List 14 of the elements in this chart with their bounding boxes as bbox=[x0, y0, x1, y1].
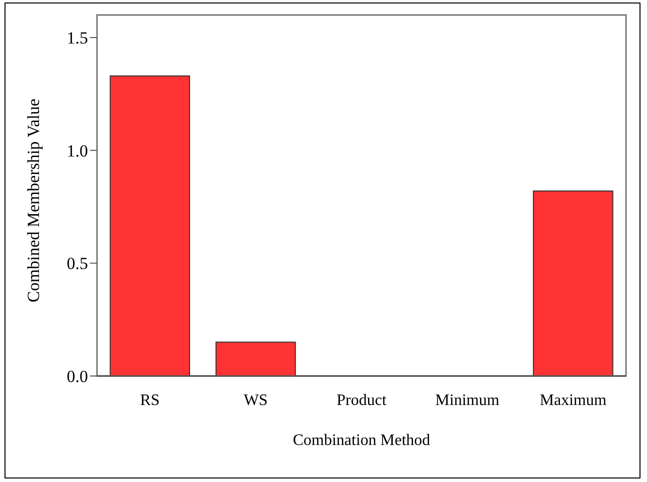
x-axis-title: Combination Method bbox=[292, 432, 430, 449]
y-tick-label: 0.5 bbox=[66, 254, 88, 274]
bar bbox=[532, 190, 614, 376]
x-tick-label: Maximum bbox=[540, 392, 607, 409]
x-tick-label: Minimum bbox=[435, 392, 500, 409]
x-tick-label: RS bbox=[140, 392, 160, 409]
y-tick-label: 0.0 bbox=[66, 366, 88, 386]
bar bbox=[216, 342, 296, 376]
x-tick-label: Product bbox=[336, 392, 387, 409]
y-tick-label: 1.5 bbox=[66, 28, 88, 48]
y-tick-label: 1.0 bbox=[66, 141, 88, 160]
bar bbox=[110, 75, 190, 376]
x-tick-label: WS bbox=[244, 392, 268, 409]
y-axis-title: Combined Membership Value bbox=[24, 98, 43, 302]
